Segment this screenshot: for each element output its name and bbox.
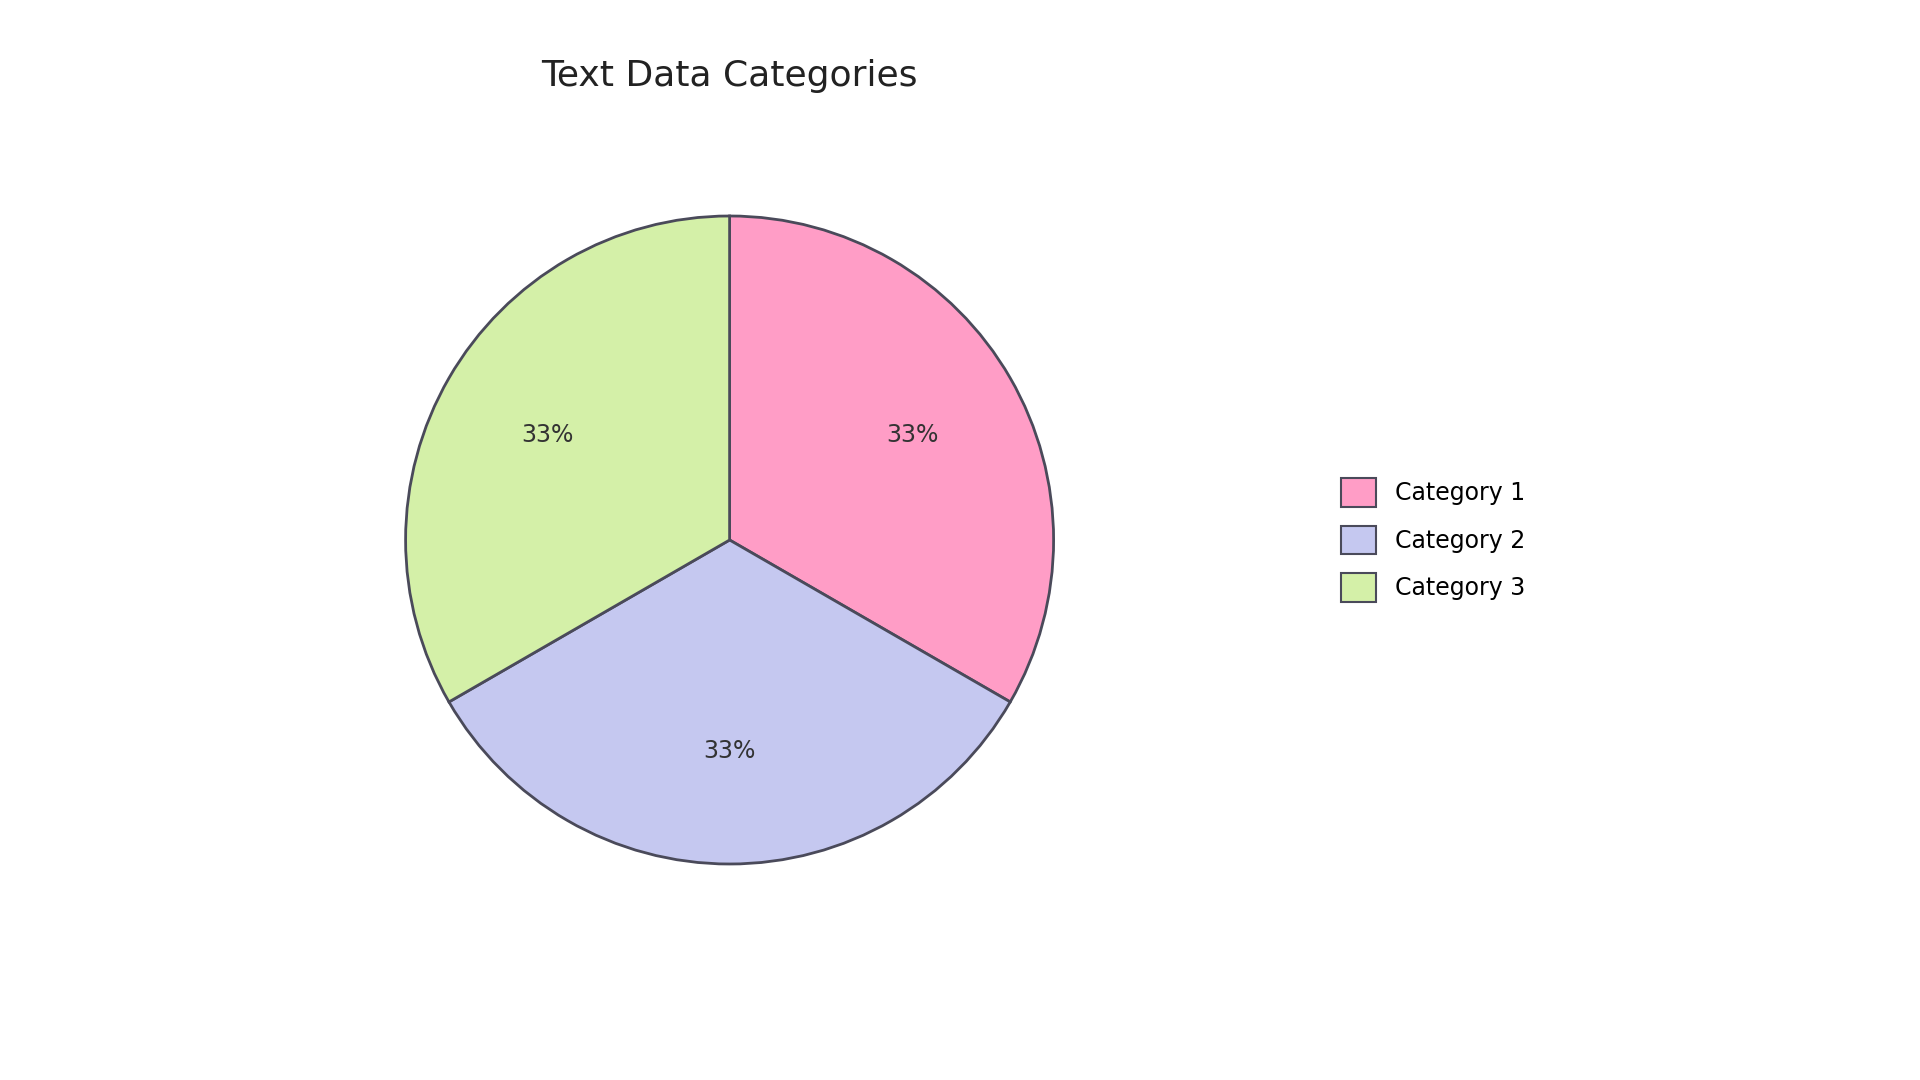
Wedge shape	[405, 216, 730, 702]
Wedge shape	[449, 540, 1010, 864]
Text: 33%: 33%	[703, 739, 756, 762]
Text: Text Data Categories: Text Data Categories	[541, 58, 918, 93]
Legend: Category 1, Category 2, Category 3: Category 1, Category 2, Category 3	[1317, 455, 1549, 625]
Wedge shape	[730, 216, 1054, 702]
Text: 33%: 33%	[520, 422, 574, 447]
Text: 33%: 33%	[885, 422, 939, 447]
